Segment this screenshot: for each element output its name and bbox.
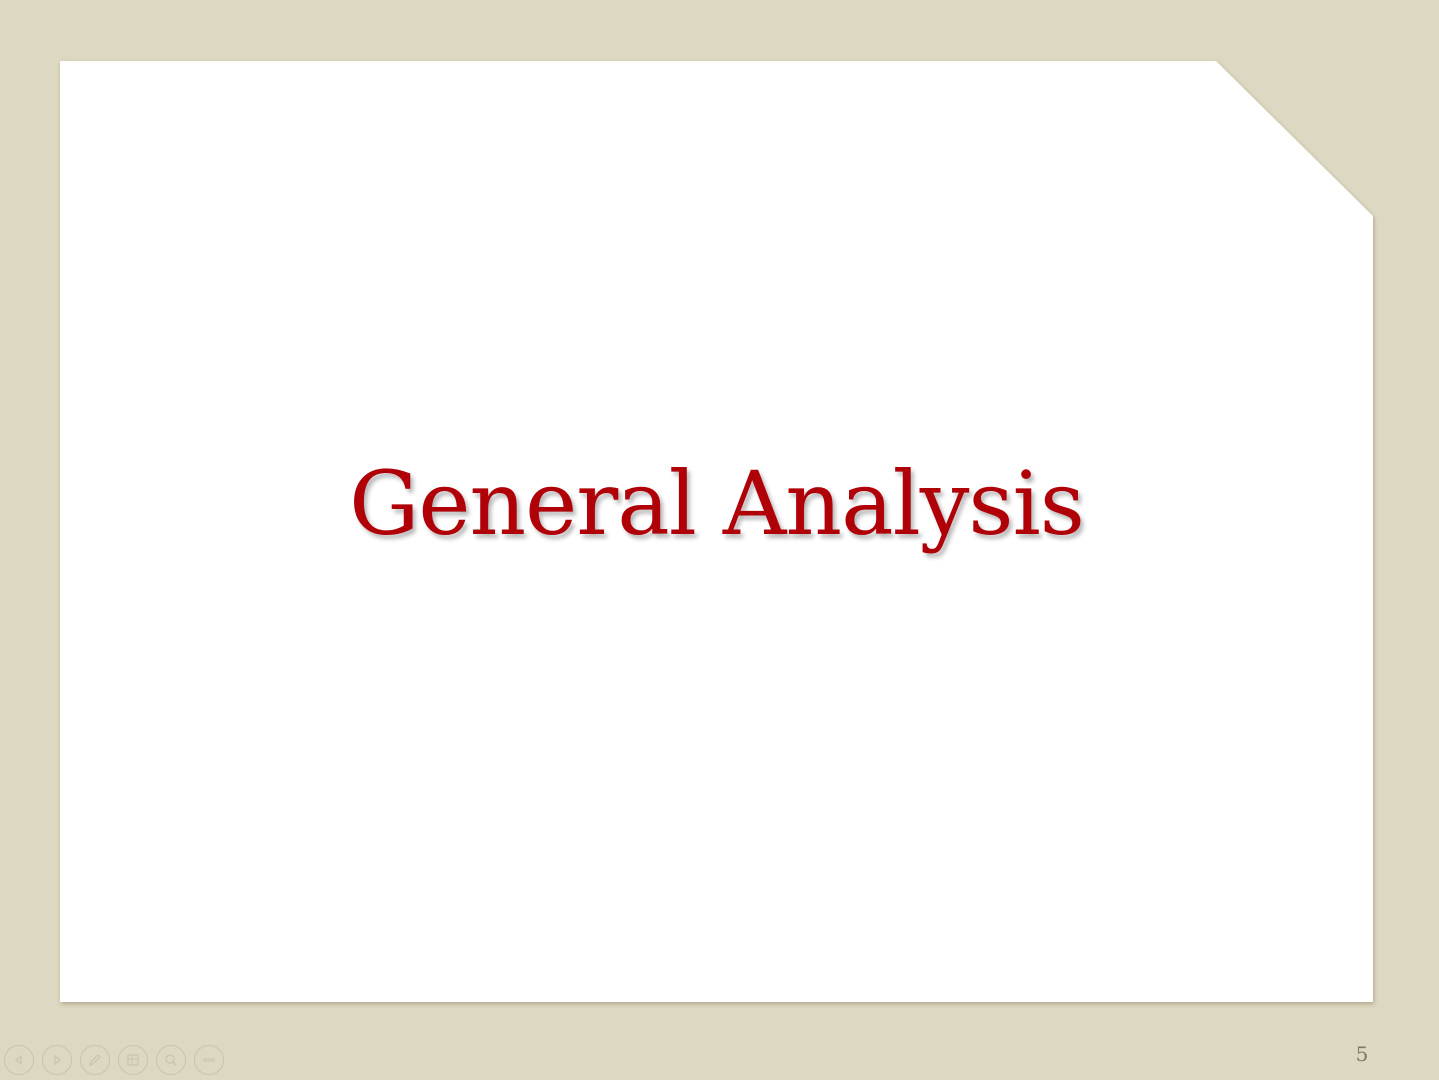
chevron-right-icon bbox=[54, 1054, 61, 1066]
slideshow-toolbar bbox=[4, 1045, 224, 1077]
ellipsis-icon bbox=[203, 1058, 215, 1062]
slide[interactable]: General Analysis bbox=[60, 61, 1373, 1002]
zoom-button[interactable] bbox=[156, 1045, 186, 1075]
pen-icon bbox=[89, 1054, 101, 1066]
magnifier-icon bbox=[165, 1054, 177, 1066]
slides-grid-icon bbox=[127, 1054, 139, 1066]
slide-shadow: General Analysis bbox=[60, 61, 1376, 1005]
next-slide-button[interactable] bbox=[42, 1045, 72, 1075]
slide-number: 5 bbox=[1355, 1042, 1369, 1066]
previous-slide-button[interactable] bbox=[4, 1045, 34, 1075]
chevron-left-icon bbox=[15, 1054, 22, 1066]
pen-button[interactable] bbox=[80, 1045, 110, 1075]
see-all-slides-button[interactable] bbox=[118, 1045, 148, 1075]
more-options-button[interactable] bbox=[194, 1045, 224, 1075]
slide-title: General Analysis bbox=[349, 452, 1085, 555]
